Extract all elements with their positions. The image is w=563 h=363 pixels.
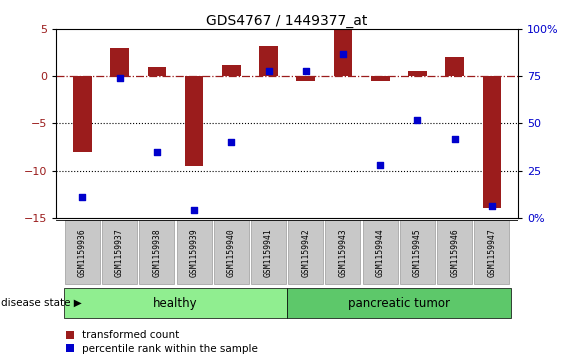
Bar (148, 67, 166, 76)
Bar (363, 220, 397, 284)
Bar (437, 220, 472, 284)
Bar (400, 220, 435, 284)
Point (153, 149, 162, 155)
Bar (222, 65, 240, 76)
Bar (102, 220, 137, 284)
Bar (445, 57, 464, 76)
Legend: transformed count, percentile rank within the sample: transformed count, percentile rank withi… (61, 326, 262, 358)
Bar (371, 76, 390, 81)
Point (301, 68, 310, 73)
Text: GSM1159937: GSM1159937 (115, 228, 124, 277)
Text: GSM1159940: GSM1159940 (227, 228, 236, 277)
Text: GSM1159943: GSM1159943 (338, 228, 347, 277)
Bar (64, 288, 287, 318)
Point (488, 204, 497, 209)
Point (450, 136, 459, 142)
Point (115, 75, 124, 81)
Point (413, 117, 422, 123)
Point (338, 51, 347, 57)
Bar (65, 220, 100, 284)
Point (264, 68, 273, 73)
Bar (110, 48, 129, 76)
Bar (482, 76, 501, 208)
Text: healthy: healthy (153, 297, 198, 310)
Text: GSM1159939: GSM1159939 (190, 228, 199, 277)
Point (78, 194, 87, 200)
Bar (214, 220, 249, 284)
Text: GSM1159945: GSM1159945 (413, 228, 422, 277)
Bar (251, 220, 286, 284)
Title: GDS4767 / 1449377_at: GDS4767 / 1449377_at (207, 14, 368, 28)
Text: disease state ▶: disease state ▶ (1, 298, 82, 308)
Bar (288, 220, 323, 284)
Text: GSM1159946: GSM1159946 (450, 228, 459, 277)
Text: GSM1159947: GSM1159947 (488, 228, 497, 277)
Bar (73, 76, 92, 152)
Text: GSM1159941: GSM1159941 (264, 228, 273, 277)
Bar (297, 76, 315, 81)
Bar (408, 70, 427, 76)
Text: GSM1159936: GSM1159936 (78, 228, 87, 277)
Point (227, 139, 236, 145)
Bar (139, 220, 175, 284)
Text: GSM1159944: GSM1159944 (376, 228, 385, 277)
Text: GSM1159942: GSM1159942 (301, 228, 310, 277)
Bar (177, 220, 212, 284)
Bar (259, 46, 278, 76)
Point (190, 207, 199, 213)
Text: GSM1159938: GSM1159938 (153, 228, 162, 277)
Bar (475, 220, 510, 284)
Bar (325, 220, 360, 284)
Text: pancreatic tumor: pancreatic tumor (348, 297, 450, 310)
Bar (334, 29, 352, 76)
Bar (287, 288, 511, 318)
Point (376, 162, 385, 168)
Bar (185, 76, 203, 166)
